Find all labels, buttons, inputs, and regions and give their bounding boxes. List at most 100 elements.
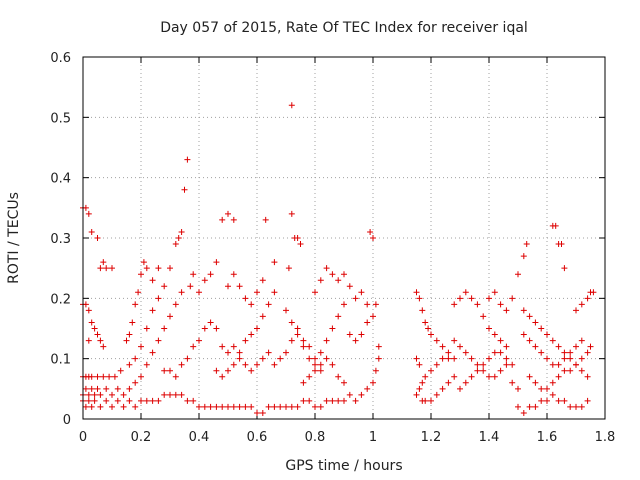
data-point <box>207 319 214 326</box>
data-point <box>561 355 568 362</box>
x-tick-label: 1.8 <box>595 430 616 445</box>
data-point <box>91 391 98 398</box>
data-point <box>155 265 162 272</box>
data-point <box>242 361 249 368</box>
data-point <box>109 391 115 398</box>
data-point <box>468 295 475 302</box>
data-point <box>129 319 136 326</box>
data-point <box>219 403 226 410</box>
data-point <box>297 241 304 248</box>
data-point <box>236 403 243 410</box>
data-point <box>317 361 324 368</box>
data-point <box>149 397 156 404</box>
data-point <box>120 403 127 410</box>
data-point <box>497 337 504 344</box>
data-point <box>549 337 556 344</box>
data-point <box>509 295 516 302</box>
data-point <box>451 301 458 308</box>
data-point <box>283 403 289 410</box>
data-point <box>85 307 92 314</box>
x-tick-label: 0.8 <box>305 430 326 445</box>
data-point <box>114 385 121 392</box>
data-point <box>277 403 284 410</box>
x-axis-label: GPS time / hours <box>285 458 402 474</box>
data-point <box>254 361 260 368</box>
data-point <box>497 349 504 356</box>
x-tick-label: 0.2 <box>131 430 152 445</box>
data-point <box>358 391 365 398</box>
data-point <box>578 301 585 308</box>
data-point <box>370 235 376 241</box>
data-point <box>82 301 89 308</box>
data-point <box>419 307 426 314</box>
data-point <box>271 289 278 296</box>
data-point <box>428 367 434 374</box>
data-point <box>486 325 492 332</box>
data-point <box>323 397 330 404</box>
data-point <box>433 337 440 344</box>
data-point <box>172 391 179 398</box>
data-point <box>413 355 420 362</box>
data-point <box>439 355 446 362</box>
data-point <box>370 313 376 320</box>
data-point <box>375 355 382 362</box>
data-point <box>532 379 539 386</box>
data-point <box>213 403 220 410</box>
data-point <box>155 295 162 302</box>
data-point <box>468 355 475 362</box>
data-point <box>558 241 565 248</box>
data-point <box>294 331 301 338</box>
data-point <box>474 361 481 368</box>
data-point <box>413 289 420 296</box>
data-point <box>306 355 313 362</box>
data-point <box>178 289 185 296</box>
data-point <box>265 403 272 410</box>
data-point <box>457 343 463 350</box>
data-point <box>288 210 295 217</box>
data-point <box>515 271 521 278</box>
data-point <box>364 385 371 392</box>
data-point <box>422 397 429 404</box>
data-point <box>88 385 95 392</box>
data-point <box>242 403 249 410</box>
data-point <box>538 325 545 332</box>
data-point <box>544 331 550 338</box>
data-point <box>254 289 260 296</box>
data-point <box>312 367 318 374</box>
data-point <box>201 277 208 284</box>
data-point <box>341 397 347 404</box>
data-point <box>561 397 568 404</box>
data-point <box>126 331 133 338</box>
data-point <box>230 271 237 278</box>
data-point <box>323 337 330 344</box>
data-point <box>100 343 107 350</box>
data-point <box>300 397 307 404</box>
chart-title: Day 057 of 2015, Rate Of TEC Index for r… <box>160 20 528 36</box>
data-point <box>167 313 173 320</box>
data-point <box>468 373 475 380</box>
data-point <box>549 391 556 398</box>
data-point <box>486 295 492 302</box>
data-point <box>82 204 89 211</box>
data-point <box>178 361 185 368</box>
data-point <box>85 397 92 404</box>
data-point <box>149 277 156 284</box>
y-axis-label: ROTI / TECUs <box>6 192 22 284</box>
data-point <box>167 391 173 398</box>
data-point <box>567 403 574 410</box>
data-point <box>283 307 289 314</box>
data-point <box>346 331 353 338</box>
data-point <box>236 355 243 362</box>
data-point <box>149 307 156 314</box>
data-point <box>416 361 423 368</box>
data-point <box>335 397 342 404</box>
data-point <box>271 259 278 266</box>
data-point <box>94 331 101 338</box>
data-point <box>526 337 533 344</box>
data-point <box>271 403 278 410</box>
data-point <box>294 403 301 410</box>
data-point <box>549 379 556 386</box>
x-tick-label: 1.4 <box>479 430 500 445</box>
data-point <box>288 102 295 109</box>
data-point <box>225 349 231 356</box>
